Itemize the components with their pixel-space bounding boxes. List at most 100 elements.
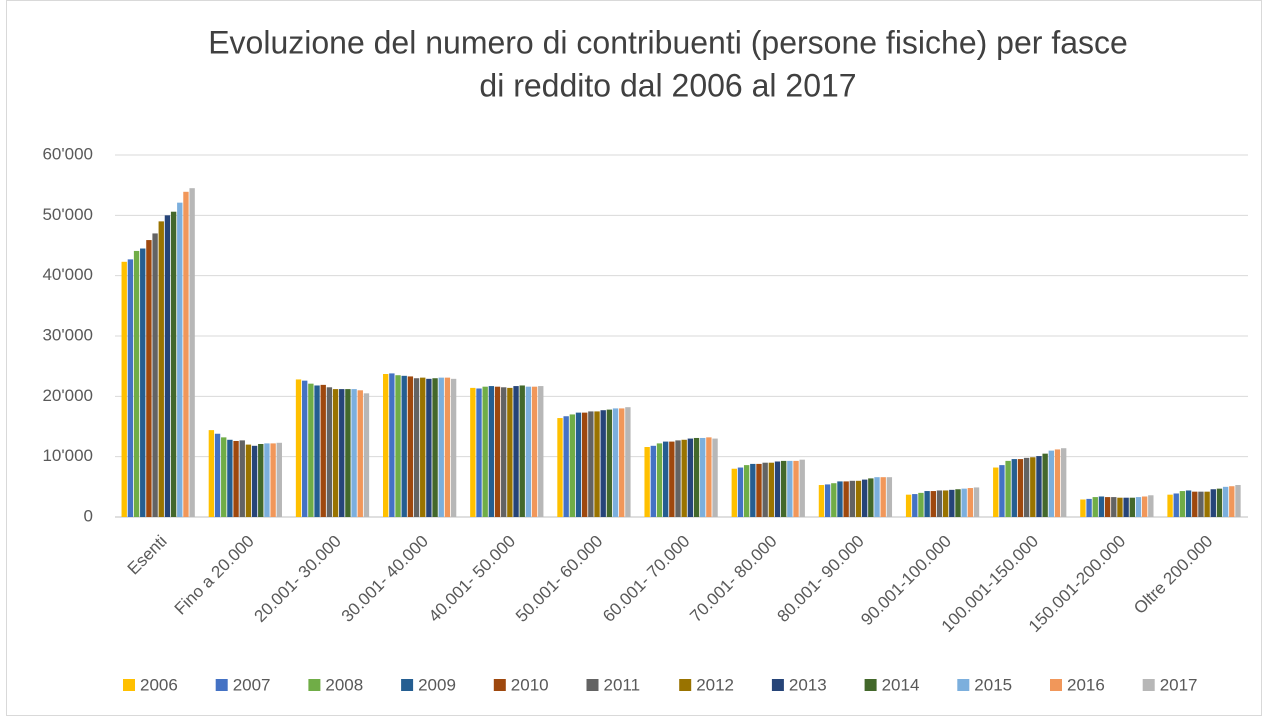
bar <box>619 408 625 517</box>
bar <box>308 383 314 517</box>
bar <box>482 386 488 517</box>
bar <box>1222 486 1229 517</box>
bar <box>1173 493 1179 517</box>
bar <box>1042 453 1048 517</box>
bar <box>513 386 519 517</box>
bar <box>314 385 320 517</box>
bar <box>339 389 345 517</box>
bar <box>1229 486 1235 517</box>
bar <box>1104 497 1111 517</box>
x-tick-label: 30.001- 40.000 <box>338 532 432 626</box>
bar <box>563 416 569 517</box>
bar <box>357 390 363 517</box>
bar <box>407 376 414 517</box>
bar <box>1148 495 1154 517</box>
bar <box>737 467 744 517</box>
bar <box>793 460 799 517</box>
legend-label: 2008 <box>325 675 363 694</box>
bar <box>1036 456 1042 517</box>
bar <box>569 414 576 517</box>
y-tick-label: 0 <box>84 506 93 525</box>
bar <box>557 418 563 517</box>
bar <box>1092 497 1098 517</box>
bar <box>494 386 501 517</box>
bar <box>693 437 700 517</box>
bar <box>401 375 407 517</box>
bar <box>768 462 775 517</box>
bar <box>756 463 762 517</box>
bar <box>140 248 146 517</box>
bar <box>395 375 401 517</box>
bar <box>973 487 980 517</box>
bar <box>1129 497 1135 517</box>
bar <box>326 387 333 517</box>
x-tick-label: 50.001- 60.000 <box>512 532 606 626</box>
bar <box>1204 491 1210 517</box>
legend-label: 2007 <box>233 675 271 694</box>
bar <box>270 443 276 517</box>
bar <box>1216 488 1223 517</box>
bar <box>581 412 588 517</box>
bar <box>831 483 837 517</box>
bar <box>538 386 544 517</box>
legend-swatch <box>123 679 135 691</box>
legend-swatch <box>308 679 321 691</box>
x-tick-label: Oltre 200.000 <box>1130 532 1216 618</box>
bar <box>476 388 482 517</box>
bar <box>762 462 768 517</box>
x-tick-label: Esenti <box>124 532 171 579</box>
bar <box>1111 497 1117 517</box>
y-tick-label: 50'000 <box>42 205 93 224</box>
bar <box>1141 496 1148 517</box>
legend-swatch <box>401 679 414 691</box>
bar <box>930 491 936 517</box>
bar <box>1060 448 1067 517</box>
y-tick-label: 10'000 <box>42 446 93 465</box>
bar <box>936 490 943 517</box>
legend-swatch <box>586 679 599 691</box>
y-tick-label: 30'000 <box>42 325 93 344</box>
bar <box>575 412 582 517</box>
bar <box>1048 450 1055 517</box>
bar <box>450 378 457 517</box>
bar <box>731 468 737 517</box>
bar <box>158 221 164 517</box>
legend-swatch <box>679 679 692 691</box>
bar <box>824 484 831 517</box>
bar <box>501 387 507 517</box>
chart-title: Evoluzione del numero di contribuenti (p… <box>208 24 1128 60</box>
bar <box>413 378 420 517</box>
x-tick-label: 80.001- 90.000 <box>773 532 867 626</box>
bar <box>531 386 538 517</box>
bar <box>1017 459 1024 517</box>
bar <box>750 463 756 517</box>
legend-label: 2016 <box>1067 675 1105 694</box>
bar <box>818 485 825 517</box>
bar <box>121 261 127 517</box>
bar <box>1135 497 1142 517</box>
bar <box>700 437 706 517</box>
bar <box>781 460 787 517</box>
bar <box>152 233 158 517</box>
bar <box>208 430 215 517</box>
legend-swatch <box>957 679 970 691</box>
bar <box>644 447 650 517</box>
bar <box>942 490 949 517</box>
bar <box>1185 490 1192 517</box>
bar <box>351 389 357 517</box>
x-tick-label: 20.001- 30.000 <box>251 532 345 626</box>
bar <box>886 477 893 517</box>
bar <box>999 465 1005 517</box>
bar <box>861 479 868 517</box>
bar <box>239 440 245 517</box>
bar <box>1098 496 1105 517</box>
bar <box>656 443 663 517</box>
bar <box>420 377 426 517</box>
bar <box>276 442 282 517</box>
bar <box>251 445 258 517</box>
bar <box>967 488 974 517</box>
bar <box>189 188 195 517</box>
bar <box>774 461 781 517</box>
bar <box>650 445 657 517</box>
